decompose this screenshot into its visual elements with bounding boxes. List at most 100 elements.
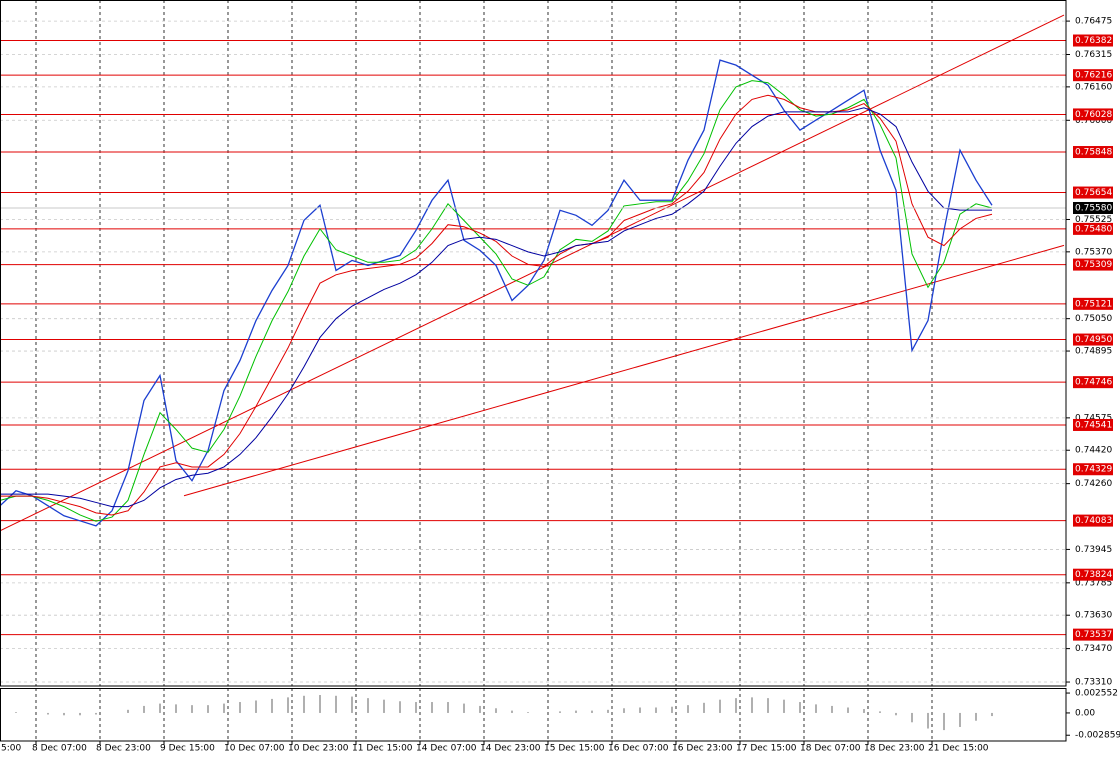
osc-bar	[703, 702, 705, 713]
level-label: 0.74541	[1075, 420, 1112, 430]
main-frame	[0, 0, 1067, 687]
osc-bar	[975, 712, 977, 721]
level-tag	[1073, 418, 1113, 431]
osc-bar	[143, 705, 145, 713]
level-label: 0.74950	[1075, 335, 1112, 345]
price-label: 0.75580	[1075, 203, 1112, 213]
osc-bar	[895, 712, 897, 716]
level-tag	[1073, 146, 1113, 159]
osc-bar	[207, 705, 209, 713]
osc-bar	[511, 710, 513, 713]
osc-bar	[15, 712, 17, 713]
osc-bar	[623, 708, 625, 713]
osc-bar	[367, 698, 369, 713]
x-tick-label: 9 Dec 15:00	[160, 744, 215, 754]
osc-bar	[127, 709, 129, 713]
moving-average	[0, 80, 993, 522]
osc-bar	[319, 695, 321, 713]
osc-bar	[271, 698, 273, 713]
level-tag	[1073, 568, 1113, 581]
level-label: 0.75654	[1075, 188, 1112, 198]
osc-bar	[479, 705, 481, 713]
trend-line	[0, 14, 1065, 532]
osc-bar	[399, 701, 401, 713]
y-tick-label: 0.73470	[1075, 644, 1112, 654]
osc-bar	[655, 707, 657, 713]
x-tick-label: 15 Dec 15:00	[544, 744, 605, 754]
osc-bar	[783, 699, 785, 713]
level-label: 0.75480	[1075, 224, 1112, 234]
x-tick-label: 16 Dec 23:00	[672, 744, 733, 754]
osc-bar	[159, 703, 161, 713]
osc-bar	[607, 709, 609, 713]
osc-bar	[959, 712, 961, 727]
osc-bar	[879, 711, 881, 713]
x-tick-label: 10 Dec 07:00	[224, 744, 285, 754]
y-tick-label: 0.74895	[1075, 347, 1112, 357]
level-tag	[1073, 34, 1113, 47]
moving-average	[0, 107, 992, 508]
osc-bar	[591, 710, 593, 713]
osc-bar	[527, 712, 529, 713]
level-label: 0.74083	[1075, 516, 1112, 526]
osc-bar	[847, 707, 849, 713]
osc-tick-label: 0.00	[1075, 708, 1095, 718]
y-tick-label: 0.73310	[1075, 678, 1112, 688]
osc-bar	[927, 712, 929, 729]
osc-bar	[47, 712, 49, 715]
osc-tick-label: 0.002552	[1075, 689, 1118, 699]
osc-bar	[943, 712, 945, 731]
osc-bar	[415, 702, 417, 713]
level-label: 0.75848	[1075, 148, 1112, 158]
x-tick-label: 11 Dec 15:00	[352, 744, 413, 754]
osc-bar	[751, 697, 753, 713]
level-tag	[1073, 108, 1113, 121]
level-label: 0.73537	[1075, 630, 1112, 640]
level-label: 0.75309	[1075, 260, 1112, 270]
level-tag	[1073, 186, 1113, 199]
osc-bar	[191, 705, 193, 713]
x-tick-label: 10 Dec 23:00	[288, 744, 349, 754]
osc-bar	[95, 712, 97, 715]
y-tick-label: 0.74260	[1075, 479, 1112, 489]
osc-bar	[863, 709, 865, 713]
level-label: 0.74746	[1075, 378, 1112, 388]
level-tag	[1073, 258, 1113, 271]
osc-bar	[575, 710, 577, 713]
osc-bar	[335, 695, 337, 713]
y-tick-label: 0.73630	[1075, 611, 1112, 621]
price-line	[0, 59, 993, 527]
osc-bar	[719, 699, 721, 713]
osc-tick-label: -0.002859	[1075, 731, 1120, 741]
x-tick-label: 5:00	[1, 744, 21, 754]
osc-bar	[735, 698, 737, 713]
y-tick-label: 0.76475	[1075, 17, 1112, 27]
y-tick-label: 0.76315	[1075, 50, 1112, 60]
osc-bar	[991, 712, 993, 717]
osc-bar	[815, 704, 817, 713]
osc-bar	[447, 702, 449, 713]
osc-bar	[559, 711, 561, 713]
oscillator-panel	[0, 688, 993, 741]
main-panel	[0, 0, 1066, 686]
x-tick-label: 18 Dec 07:00	[800, 744, 861, 754]
osc-bar	[383, 699, 385, 713]
level-tag	[1073, 628, 1113, 641]
osc-bar	[639, 707, 641, 713]
x-tick-label: 18 Dec 23:00	[864, 744, 925, 754]
level-tag	[1073, 222, 1113, 235]
x-tick-label: 14 Dec 23:00	[480, 744, 541, 754]
osc-bar	[255, 700, 257, 713]
osc-bar	[831, 705, 833, 713]
x-tick-label: 21 Dec 15:00	[928, 744, 989, 754]
level-label: 0.75121	[1075, 299, 1112, 309]
level-tag	[1073, 514, 1113, 527]
osc-bar	[287, 697, 289, 713]
x-tick-label: 8 Dec 07:00	[32, 744, 87, 754]
osc-bar	[495, 708, 497, 713]
level-tag	[1073, 69, 1113, 82]
level-tag	[1073, 297, 1113, 310]
osc-bar	[239, 702, 241, 713]
osc-bar	[671, 706, 673, 713]
